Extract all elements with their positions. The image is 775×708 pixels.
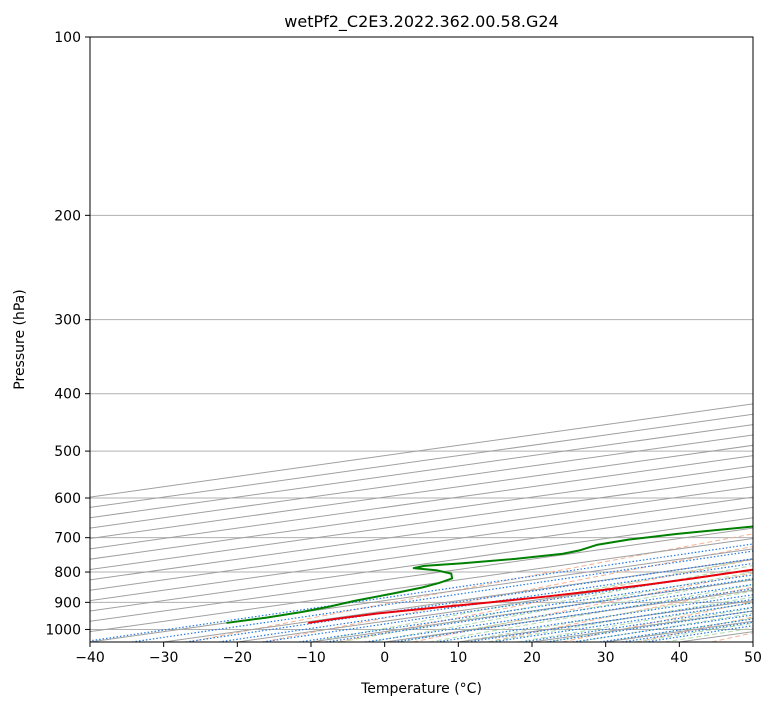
moist-adiabat-line [635,622,753,642]
isotherm-line [90,455,753,550]
moist-adiabat-line [369,571,753,642]
y-tick-label: 900 [54,595,81,611]
dry-adiabat-line [711,632,753,642]
mixing-ratio-line [436,594,753,642]
y-tick-label: 200 [54,208,81,224]
dry-adiabat-line [412,572,753,642]
temperature-line [308,568,753,624]
pressure-gridlines [90,37,753,630]
mixing-ratio-line [546,610,753,642]
dry-adiabat-line [188,533,753,642]
isotherm-line [90,496,753,591]
x-tick-label: 30 [597,650,615,666]
x-axis-label: Temperature (°C) [360,681,482,697]
isotherm-line [90,548,753,642]
mixing-ratio-line [131,550,753,642]
chart-title: wetPf2_C2E3.2022.362.00.58.G24 [284,12,558,32]
x-tick-label: 40 [670,650,688,666]
isotherm-line [90,527,753,622]
plot-frame [89,36,754,643]
x-tick-label: −40 [75,650,105,666]
y-tick-label: 1000 [45,622,81,638]
y-tick-label: 500 [54,444,81,460]
isotherm-line [163,558,753,642]
x-axis-ticks: −40 −30 −20 −10 0 10 20 30 40 50 [75,642,762,666]
y-tick-label: 600 [54,491,81,507]
x-tick-label: −10 [296,650,326,666]
x-tick-label: −30 [149,650,179,666]
isotherm-line [90,465,753,560]
mixing-ratio-line [572,614,753,642]
mixing-ratio-line [467,598,753,642]
mixing-ratio-line [218,562,753,642]
moist-adiabat-line [428,584,753,642]
y-tick-label: 700 [54,531,81,547]
y-axis-label: Pressure (hPa) [12,289,28,389]
y-axis-ticks: 100 200 300 400 500 600 700 800 900 1000 [45,30,90,638]
y-tick-label: 300 [54,313,81,329]
dry-adiabat-line [487,586,753,642]
moist-adiabats [310,558,753,642]
mixing-ratio-lines [90,543,753,642]
isotherm-line [90,506,753,602]
isotherm-line [237,569,753,642]
isotherm-line [752,641,753,642]
moist-adiabat-line [664,627,753,642]
x-tick-label: 20 [523,650,541,666]
y-tick-label: 400 [54,387,81,403]
moist-adiabat-line [340,564,753,642]
mixing-ratio-line [90,543,753,642]
isotherm-line [90,517,753,612]
isotherm-line [90,475,753,571]
moist-adiabat-line [487,596,753,642]
x-tick-label: 0 [380,650,389,666]
mixing-ratio-line [492,602,753,642]
dry-adiabats [188,533,753,642]
plot-area: 0.10.20.40.611.52346810131620253036-100-… [90,37,753,642]
isotherm-line [90,537,753,633]
dewpoint-line [226,525,753,624]
x-tick-label: 50 [744,650,762,666]
dry-adiabat-line [338,559,753,642]
y-tick-label: 100 [54,30,81,46]
dry-adiabat-line [263,545,753,642]
y-tick-label: 800 [54,565,81,581]
dry-adiabat-line [562,601,753,642]
isotherm-line [90,486,753,581]
x-tick-label: −20 [223,650,253,666]
sounding-series [226,525,753,624]
isotherms [90,403,753,642]
x-tick-label: 10 [449,650,467,666]
moist-adiabat-line [576,612,753,642]
mixing-ratio-line [522,606,753,642]
